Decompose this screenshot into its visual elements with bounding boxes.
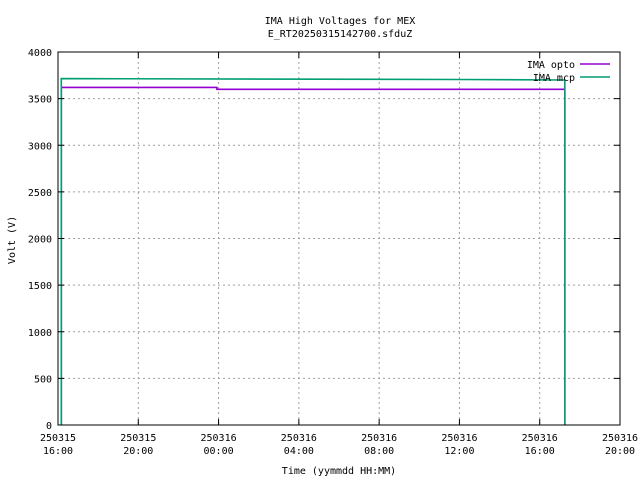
- x-axis-label: Time (yymmdd HH:MM): [282, 466, 396, 477]
- series-line-1: [60, 86, 566, 425]
- x-tick-date-label: 250316: [522, 433, 558, 444]
- x-tick-date-label: 250316: [361, 433, 397, 444]
- x-tick-time-label: 12:00: [444, 446, 474, 457]
- x-tick-time-label: 08:00: [364, 446, 394, 457]
- chart-title: IMA High Voltages for MEX: [265, 16, 416, 27]
- y-tick-label: 1000: [28, 328, 52, 339]
- y-tick-label: 3500: [28, 95, 52, 106]
- legend: IMA opto IMA mcp: [527, 60, 610, 84]
- chart-subtitle: E_RT20250315142700.sfduZ: [268, 29, 413, 40]
- y-tick-label: 2000: [28, 235, 52, 246]
- y-tick-label: 1500: [28, 281, 52, 292]
- ticks: 0 500 1000 1500 2000 2500 3000 3500 4000 250315 16…: [28, 48, 638, 457]
- legend-label-2: IMA mcp: [533, 73, 575, 84]
- x-tick-time-label: 16:00: [525, 446, 555, 457]
- x-tick-date-label: 250315: [40, 433, 76, 444]
- x-tick-date-label: 250315: [120, 433, 156, 444]
- grid: [58, 52, 620, 425]
- series-layer: [60, 77, 566, 425]
- x-tick-time-label: 16:00: [43, 446, 73, 457]
- series-line-2: [60, 77, 566, 425]
- y-tick-label: 3000: [28, 141, 52, 152]
- y-tick-label: 2500: [28, 188, 52, 199]
- y-tick-label: 500: [34, 374, 52, 385]
- x-tick-date-label: 250316: [602, 433, 638, 444]
- x-tick-date-label: 250316: [281, 433, 317, 444]
- x-tick-time-label: 20:00: [605, 446, 635, 457]
- y-tick-label: 4000: [28, 48, 52, 59]
- x-tick-date-label: 250316: [201, 433, 237, 444]
- y-tick-label: 0: [46, 421, 52, 432]
- x-tick-time-label: 04:00: [284, 446, 314, 457]
- x-tick-time-label: 00:00: [204, 446, 234, 457]
- x-tick-date-label: 250316: [441, 433, 477, 444]
- x-tick-time-label: 20:00: [123, 446, 153, 457]
- legend-label-1: IMA opto: [527, 60, 575, 71]
- y-axis-label: Volt (V): [7, 216, 18, 264]
